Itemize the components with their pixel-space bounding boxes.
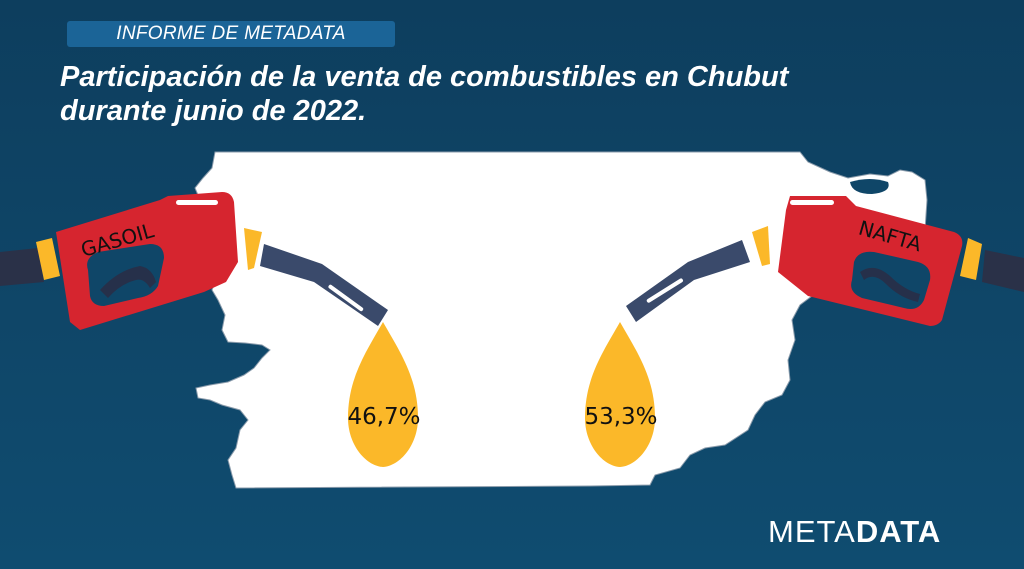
gasoil-drop [348, 322, 418, 467]
nafta-nozzle [626, 240, 750, 322]
title-line-2: durante junio de 2022. [60, 95, 367, 127]
nafta-share: 53,3% [584, 404, 658, 430]
title-line-1: Participación de la venta de combustible… [60, 61, 789, 93]
nafta-drop [585, 322, 655, 467]
gasoil-pump [0, 192, 388, 330]
report-badge: INFORME DE METADATA [67, 21, 395, 47]
page-title: Participación de la venta de combustible… [60, 60, 960, 128]
nafta-pump [626, 196, 1024, 326]
logo-light: META [768, 514, 856, 549]
gasoil-share: 46,7% [347, 404, 421, 430]
metadata-logo: METADATA [768, 514, 941, 550]
logo-bold: DATA [855, 514, 942, 549]
